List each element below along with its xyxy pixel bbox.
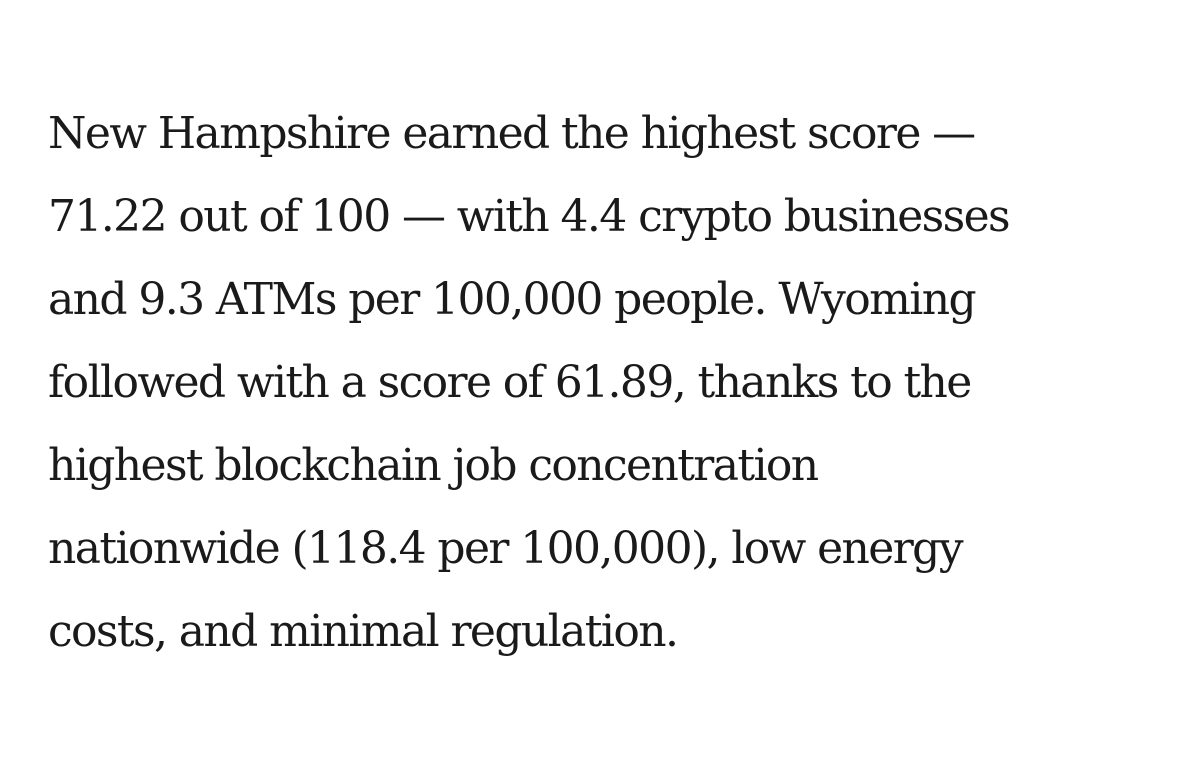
paragraph-line: costs, and minimal regulation. (48, 606, 679, 657)
paragraph-line: nationwide (118.4 per 100,000), low ener… (48, 523, 964, 574)
paragraph-line: highest blockchain job concentration (48, 440, 819, 491)
paragraph-line: 71.22 out of 100 — with 4.4 crypto busin… (48, 191, 1011, 242)
paragraph-line: and 9.3 ATMs per 100,000 people. Wyoming (48, 274, 977, 325)
article-paragraph: New Hampshire earned the highest score —… (48, 92, 1148, 673)
paragraph-line: followed with a score of 61.89, thanks t… (48, 357, 972, 408)
paragraph-line: New Hampshire earned the highest score — (48, 108, 976, 159)
